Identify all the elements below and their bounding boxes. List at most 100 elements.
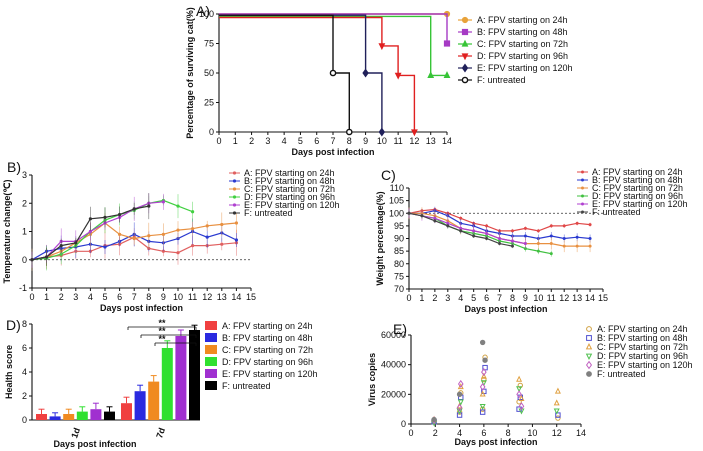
- weight-point: [510, 239, 514, 243]
- x-tick-label: 14: [231, 292, 241, 302]
- x-tick-label: 5: [298, 136, 303, 146]
- panel-c: C)0 1 2 3 4 5 6 7 8 9 10 11 12 13 14 157075808590951001…: [375, 167, 688, 314]
- x-tick-label: 0: [29, 292, 34, 302]
- y-axis-label: Temperature change(℃): [2, 180, 12, 284]
- x-axis-label: Days post infection: [454, 437, 537, 447]
- x-tick-label: 9: [363, 136, 368, 146]
- y-tick-label: 3: [22, 170, 27, 180]
- x-tick-label: 1: [233, 136, 238, 146]
- weight-point: [446, 224, 450, 228]
- x-tick-label: 4: [88, 292, 93, 302]
- legend-marker: [232, 195, 237, 199]
- legend-marker: [232, 203, 237, 207]
- x-tick-label: 6: [484, 293, 489, 303]
- legend-entry: D: FPV starting on 96h: [222, 357, 313, 367]
- weight-point: [562, 237, 566, 240]
- temperature-point: [191, 210, 195, 214]
- legend-marker: [585, 353, 593, 361]
- panel-label-b: B): [7, 159, 21, 175]
- bar: [175, 336, 187, 420]
- weight-point: [498, 242, 502, 246]
- legend-entry: C: FPV starting on 72h: [244, 184, 335, 194]
- virus-point: [518, 402, 525, 411]
- panel-label-e: E): [393, 321, 407, 337]
- virus-point: [479, 404, 486, 411]
- y-tick-label: 60000: [381, 330, 406, 340]
- significance-label: **: [158, 334, 166, 344]
- weight-point: [575, 244, 579, 248]
- virus-point: [555, 412, 561, 418]
- y-axis-label: Virus copies: [367, 353, 377, 406]
- x-tick-label: 6: [314, 136, 319, 146]
- legend-entry: B: FPV starting on 48h: [222, 333, 313, 343]
- x-tick-label: 13: [572, 293, 582, 303]
- weight-point: [588, 244, 592, 248]
- weight-point: [549, 234, 553, 238]
- x-tick-label: 2: [249, 136, 254, 146]
- y-tick-label: 20000: [381, 389, 406, 399]
- y-tick-label: 110: [390, 183, 404, 193]
- x-axis-label: Days post infection: [464, 304, 547, 314]
- y-tick-label: 100: [389, 208, 404, 218]
- legend-marker: [581, 186, 584, 190]
- temperature-point: [176, 228, 180, 232]
- virus-point: [555, 415, 561, 421]
- bar: [134, 391, 146, 420]
- legend-entry: A: FPV starting on 24h: [592, 167, 683, 177]
- weight-point: [523, 247, 527, 251]
- legend-entry: B: FPV starting on 48h: [597, 333, 688, 343]
- temperature-point: [132, 207, 136, 211]
- category-label: 7d: [154, 426, 167, 439]
- y-tick-label: 2: [22, 198, 27, 208]
- virus-point: [553, 399, 560, 406]
- legend-entry: D: FPV starting on 96h: [592, 191, 683, 201]
- temperature-point: [234, 221, 238, 225]
- survival-marker: [443, 40, 451, 47]
- x-tick-label: 6: [481, 428, 486, 438]
- x-tick-label: 12: [552, 428, 562, 438]
- y-tick-label: 0: [209, 127, 214, 137]
- legend-entry: C: FPV starting on 72h: [477, 39, 568, 49]
- survival-marker: [411, 129, 418, 137]
- virus-point: [457, 379, 464, 389]
- survival-marker: [443, 71, 451, 78]
- legend-entry: B: FPV starting on 48h: [592, 175, 683, 185]
- legend-marker: [585, 342, 593, 350]
- weight-point: [549, 242, 553, 246]
- weight-point: [472, 229, 476, 233]
- legend-swatch: [205, 357, 217, 366]
- x-tick-label: 7: [132, 292, 137, 302]
- x-tick-label: 14: [585, 293, 595, 303]
- temperature-point: [147, 234, 151, 238]
- legend-entry: A: FPV starting on 24h: [244, 168, 335, 178]
- temperature-line: [31, 201, 164, 261]
- panel-label-a: A): [196, 3, 210, 19]
- legend-marker: [586, 371, 592, 377]
- survival-marker: [394, 72, 402, 80]
- y-tick-label: 75: [394, 271, 404, 281]
- panel-e: E) 0 2 4 6 8 10 12 14 0 20000 40000 60000 Days post i…: [367, 321, 693, 447]
- x-tick-label: 8: [506, 428, 511, 438]
- virus-point: [456, 391, 463, 398]
- x-tick-label: 13: [217, 292, 227, 302]
- legend-marker: [461, 63, 469, 73]
- weight-point: [536, 249, 540, 253]
- x-tick-label: 10: [533, 293, 543, 303]
- x-tick-label: 9: [161, 292, 166, 302]
- temperature-point: [147, 204, 151, 208]
- temperature-point: [205, 235, 209, 239]
- temperature-point: [30, 258, 34, 262]
- y-tick-label: 40000: [381, 360, 406, 370]
- temperature-point: [132, 236, 136, 241]
- survival-marker: [427, 71, 435, 78]
- weight-point: [459, 216, 463, 220]
- legend-entry: F: untreated: [592, 207, 641, 217]
- temperature-point: [118, 232, 122, 236]
- legend-marker: [586, 326, 592, 332]
- virus-point: [516, 386, 523, 393]
- y-tick-label: 4: [22, 367, 27, 377]
- virus-point: [456, 403, 463, 412]
- legend-entry: D: FPV starting on 96h: [477, 51, 568, 61]
